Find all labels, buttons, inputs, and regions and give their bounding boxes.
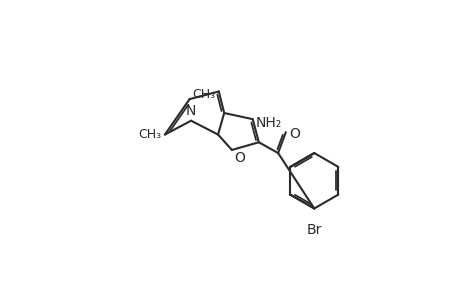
Text: Br: Br: [306, 223, 321, 237]
Text: O: O: [289, 127, 300, 141]
Text: CH₃: CH₃: [192, 88, 215, 101]
Text: CH₃: CH₃: [139, 128, 162, 141]
Text: O: O: [234, 152, 245, 166]
Text: NH₂: NH₂: [255, 116, 281, 130]
Text: N: N: [185, 103, 196, 118]
